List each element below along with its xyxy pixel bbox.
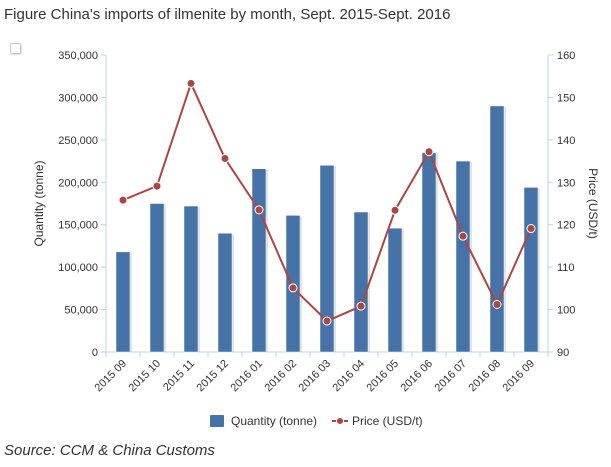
price-point[interactable] xyxy=(526,224,536,234)
price-point[interactable] xyxy=(186,78,196,88)
price-point[interactable] xyxy=(152,181,162,191)
y-tick-label: 200,000 xyxy=(58,177,98,189)
y2-tick-label: 140 xyxy=(557,135,575,147)
chart-title: Figure China's imports of ilmenite by mo… xyxy=(4,6,451,23)
bar-quantity[interactable] xyxy=(353,211,369,353)
x-tick-label: 2016 04 xyxy=(331,358,368,395)
y2-tick-label: 150 xyxy=(557,92,575,104)
price-point[interactable] xyxy=(254,205,264,215)
price-point[interactable] xyxy=(288,283,298,293)
y-axis-title: Quantity (tonne) xyxy=(32,160,46,246)
x-tick-label: 2015 10 xyxy=(127,358,164,395)
price-point[interactable] xyxy=(356,301,366,311)
x-tick-label: 2016 02 xyxy=(263,358,300,395)
legend-price-label: Price (USD/t) xyxy=(352,414,423,428)
x-tick-label: 2015 09 xyxy=(93,358,130,395)
bar-quantity[interactable] xyxy=(455,160,471,353)
x-tick-label: 2016 01 xyxy=(229,358,266,395)
x-tick-label: 2016 06 xyxy=(399,358,436,395)
legend-quantity-label: Quantity (tonne) xyxy=(231,414,317,428)
bar-quantity[interactable] xyxy=(115,251,131,353)
y-tick-label: 0 xyxy=(92,347,98,359)
price-point[interactable] xyxy=(492,299,502,309)
x-tick-label: 2016 05 xyxy=(365,358,402,395)
y2-tick-label: 130 xyxy=(557,177,575,189)
price-point[interactable] xyxy=(424,147,434,157)
x-tick-label: 2016 07 xyxy=(433,358,470,395)
x-tick-label: 2015 11 xyxy=(161,358,197,394)
bar-quantity[interactable] xyxy=(183,205,199,353)
y2-tick-label: 100 xyxy=(557,305,575,317)
bar-quantity[interactable] xyxy=(319,165,335,353)
y-tick-label: 100,000 xyxy=(58,262,98,274)
bar-quantity[interactable] xyxy=(217,232,233,353)
bar-quantity[interactable] xyxy=(523,187,539,353)
legend-quantity-swatch xyxy=(210,415,224,427)
price-point[interactable] xyxy=(458,231,468,241)
source-note: Source: CCM & China Customs xyxy=(4,442,215,459)
bar-quantity[interactable] xyxy=(421,152,437,353)
y2-tick-label: 110 xyxy=(557,262,575,274)
x-tick-label: 2016 09 xyxy=(501,358,538,395)
price-point[interactable] xyxy=(390,205,400,215)
y2-tick-label: 120 xyxy=(557,220,575,232)
bar-quantity[interactable] xyxy=(489,105,505,353)
price-point[interactable] xyxy=(322,316,332,326)
x-tick-label: 2016 03 xyxy=(297,358,334,395)
bar-quantity[interactable] xyxy=(251,168,267,353)
price-point[interactable] xyxy=(118,195,128,205)
y-tick-label: 50,000 xyxy=(64,305,98,317)
y-tick-label: 250,000 xyxy=(58,135,98,147)
y2-tick-label: 160 xyxy=(557,50,575,62)
price-point[interactable] xyxy=(220,154,230,164)
x-tick-label: 2016 08 xyxy=(467,358,504,395)
legend-price-marker xyxy=(336,417,344,425)
bar-quantity[interactable] xyxy=(387,227,403,353)
y-tick-label: 300,000 xyxy=(58,92,98,104)
y-tick-label: 150,000 xyxy=(58,220,98,232)
chart-menu-button[interactable] xyxy=(10,43,21,54)
y2-axis-title: Price (USD/t) xyxy=(586,168,600,239)
bar-quantity[interactable] xyxy=(149,203,165,353)
y2-tick-label: 90 xyxy=(557,347,569,359)
y-tick-label: 350,000 xyxy=(58,50,98,62)
x-tick-label: 2015 12 xyxy=(195,358,232,395)
